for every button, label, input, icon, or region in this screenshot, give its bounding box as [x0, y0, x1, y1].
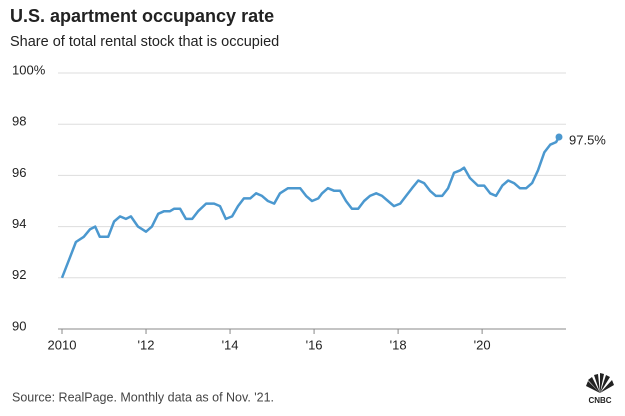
logo-text: CNBC: [588, 396, 611, 405]
x-tick-label: '12: [138, 337, 155, 352]
logo-mark: [586, 373, 614, 393]
end-point: [555, 133, 563, 141]
x-tick-label: '18: [390, 337, 407, 352]
logo: CNBC: [586, 373, 614, 405]
data-label: 97.5%: [569, 132, 606, 147]
y-tick-label: 94: [12, 216, 26, 231]
y-tick-label: 90: [12, 318, 26, 333]
y-tick-label: 100%: [12, 62, 46, 77]
source: Source: RealPage. Monthly data as of Nov…: [12, 390, 274, 404]
y-tick-label: 98: [12, 114, 26, 129]
x-tick-label: '20: [474, 337, 491, 352]
chart-title: U.S. apartment occupancy rate: [10, 6, 274, 26]
line: [60, 136, 561, 279]
x-tick-label: '14: [222, 337, 239, 352]
y-tick-label: 96: [12, 165, 26, 180]
chart-subtitle: Share of total rental stock that is occu…: [10, 34, 279, 50]
x-tick-label: 2010: [48, 337, 77, 352]
x-tick-label: '16: [306, 337, 323, 352]
y-tick-label: 92: [12, 267, 26, 282]
